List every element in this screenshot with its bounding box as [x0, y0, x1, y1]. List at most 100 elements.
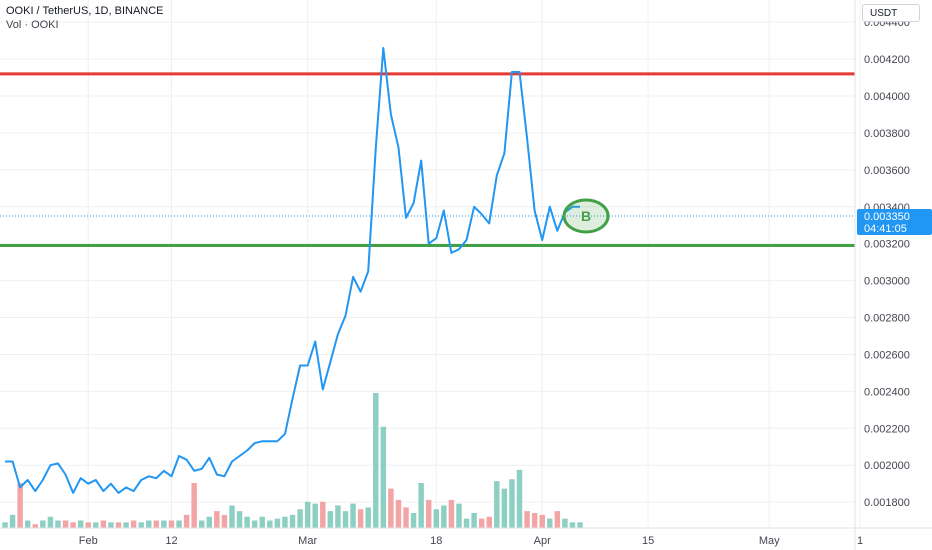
- volume-bar: [312, 503, 318, 528]
- volume-bar: [350, 503, 356, 528]
- x-tick-label: Feb: [79, 535, 98, 547]
- y-tick-label: 0.003000: [864, 276, 910, 288]
- volume-bar: [509, 479, 515, 528]
- volume-bar: [244, 516, 250, 528]
- volume-bar: [153, 520, 160, 528]
- volume-bar: [176, 520, 182, 528]
- volume-bar: [168, 520, 175, 528]
- volume-bar: [123, 522, 129, 528]
- volume-bar: [304, 501, 311, 528]
- volume-bar: [373, 393, 379, 528]
- volume-bar: [448, 499, 455, 528]
- y-tick-label: 0.002600: [864, 349, 910, 361]
- volume-bar: [494, 481, 500, 528]
- volume-bars: [2, 393, 583, 528]
- bar-countdown: 04:41:05: [864, 223, 907, 235]
- volume-bar: [569, 522, 576, 528]
- volume-bar: [410, 513, 417, 528]
- current-price-label-bg: [857, 209, 932, 235]
- volume-bar: [562, 518, 568, 528]
- volume-bar: [115, 522, 122, 528]
- volume-bar: [335, 505, 341, 528]
- volume-bar: [327, 511, 334, 528]
- volume-bar: [577, 522, 583, 528]
- volume-bar: [342, 511, 349, 528]
- volume-bar: [547, 518, 553, 528]
- volume-bar: [388, 488, 394, 528]
- volume-bar: [463, 518, 470, 528]
- volume-bar: [516, 469, 523, 528]
- volume-bar: [267, 520, 273, 528]
- volume-bar: [85, 522, 91, 528]
- volume-bar: [108, 522, 114, 528]
- symbol-title[interactable]: OOKI / TetherUS, 1D, BINANCE: [6, 5, 164, 17]
- volume-bar: [282, 516, 288, 528]
- volume-bar: [47, 516, 54, 528]
- volume-bar: [77, 520, 84, 528]
- volume-bar: [229, 505, 235, 528]
- x-tick-label: 1: [857, 535, 863, 547]
- volume-bar: [403, 507, 409, 528]
- volume-bar: [32, 524, 38, 528]
- volume-bar: [554, 511, 561, 528]
- volume-bar: [357, 509, 364, 528]
- volume-bar: [146, 520, 152, 528]
- volume-bar: [55, 520, 61, 528]
- y-tick-label: 0.003600: [864, 165, 910, 177]
- volume-bar: [289, 514, 296, 528]
- volume-bar: [524, 511, 530, 528]
- y-tick-label: 0.004200: [864, 54, 910, 66]
- volume-bar: [531, 513, 538, 528]
- horizontal-levels[interactable]: [0, 72, 855, 248]
- x-tick-label: Apr: [534, 535, 551, 547]
- x-tick-label: 15: [642, 535, 654, 547]
- price-line-series: [4, 47, 581, 494]
- annotation-circle[interactable]: [562, 198, 610, 234]
- annotation[interactable]: B: [562, 198, 610, 234]
- y-tick-label: 0.003800: [864, 128, 910, 140]
- y-tick-label: 0.002200: [864, 423, 910, 435]
- y-tick-label: 0.002000: [864, 460, 910, 472]
- volume-bar: [199, 520, 205, 528]
- volume-bar: [425, 499, 432, 528]
- volume-bar: [17, 483, 23, 528]
- x-tick-label: May: [759, 535, 780, 547]
- annotation-letter: B: [581, 208, 591, 224]
- volume-bar: [380, 426, 387, 528]
- volume-bar: [138, 522, 144, 528]
- volume-bar: [130, 520, 137, 528]
- volume-bar: [206, 516, 213, 528]
- volume-bar: [191, 483, 197, 528]
- x-tick-label: Mar: [298, 535, 317, 547]
- volume-bar: [24, 520, 31, 528]
- y-tick-label: 0.003200: [864, 239, 910, 251]
- y-tick-label: 0.001800: [864, 497, 910, 509]
- volume-bar: [433, 509, 440, 528]
- price-line: [5, 47, 580, 494]
- volume-bar: [456, 503, 462, 528]
- y-tick-label: 0.002800: [864, 313, 910, 325]
- volume-bar: [70, 522, 76, 528]
- volume-bar: [100, 520, 107, 528]
- volume-bar: [471, 513, 477, 528]
- volume-bar: [221, 514, 228, 528]
- volume-bar: [161, 520, 167, 528]
- x-tick-label: 12: [165, 535, 177, 547]
- volume-bar: [251, 520, 258, 528]
- volume-indicator-label[interactable]: Vol · OOKI: [6, 19, 59, 31]
- volume-bar: [441, 505, 447, 528]
- volume-bar: [259, 516, 265, 528]
- volume-bar: [214, 511, 220, 528]
- volume-bar: [93, 522, 99, 528]
- volume-bar: [2, 522, 8, 528]
- y-tick-label: 0.004000: [864, 91, 910, 103]
- y-tick-label: 0.002400: [864, 386, 910, 398]
- currency-button[interactable]: USDT: [862, 4, 920, 22]
- volume-bar: [274, 518, 281, 528]
- volume-bar: [418, 483, 424, 528]
- volume-bar: [478, 518, 485, 528]
- volume-bar: [501, 488, 508, 528]
